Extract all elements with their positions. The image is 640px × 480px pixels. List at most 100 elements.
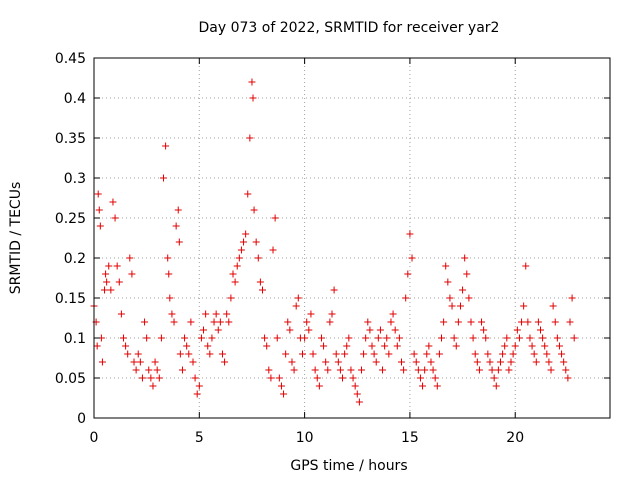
data-point <box>181 334 189 342</box>
data-point <box>136 358 144 366</box>
x-tick-label: 20 <box>506 430 524 446</box>
data-point <box>528 342 536 350</box>
data-point <box>271 214 279 222</box>
data-point <box>360 350 368 358</box>
x-tick-label: 0 <box>90 430 99 446</box>
data-point <box>387 318 395 326</box>
y-tick-label: 0 <box>77 411 86 427</box>
data-point <box>101 286 109 294</box>
data-point <box>103 278 111 286</box>
data-point <box>469 334 477 342</box>
data-point <box>183 342 191 350</box>
data-point <box>288 358 296 366</box>
data-point <box>349 374 357 382</box>
data-point <box>518 318 526 326</box>
data-point <box>395 334 403 342</box>
data-point <box>379 366 387 374</box>
data-point <box>149 382 157 390</box>
data-point <box>536 326 544 334</box>
data-point <box>456 302 464 310</box>
x-tick-label: 5 <box>195 430 204 446</box>
data-point <box>357 366 365 374</box>
y-tick-label: 0.1 <box>64 331 86 347</box>
data-point <box>111 214 119 222</box>
data-point <box>555 342 563 350</box>
data-point <box>322 358 330 366</box>
data-point <box>248 78 256 86</box>
data-point <box>174 206 182 214</box>
data-point <box>391 326 399 334</box>
data-point <box>568 294 576 302</box>
data-point <box>204 342 212 350</box>
data-point <box>242 230 250 238</box>
data-point <box>315 382 323 390</box>
data-point <box>143 334 151 342</box>
data-point <box>515 334 523 342</box>
data-point <box>499 350 507 358</box>
data-point <box>547 366 555 374</box>
data-point <box>98 358 106 366</box>
data-point <box>545 358 553 366</box>
data-point <box>471 350 479 358</box>
y-axis-ticks: 0 0.05 0.1 0.15 0.2 0.25 0.3 0.35 0.4 0.45 <box>55 51 610 427</box>
data-point <box>570 334 578 342</box>
data-point <box>263 342 271 350</box>
data-point <box>551 318 559 326</box>
data-point <box>249 94 257 102</box>
data-point <box>345 334 353 342</box>
data-point <box>235 254 243 262</box>
data-point <box>341 350 349 358</box>
data-point <box>218 350 226 358</box>
data-point <box>294 294 302 302</box>
data-point <box>494 366 502 374</box>
data-point <box>501 342 509 350</box>
data-point <box>176 350 184 358</box>
data-point <box>265 366 273 374</box>
data-point <box>221 358 229 366</box>
data-point <box>414 366 422 374</box>
data-point <box>381 342 389 350</box>
data-point <box>343 342 351 350</box>
data-point <box>166 294 174 302</box>
data-point <box>206 350 214 358</box>
data-point <box>442 262 450 270</box>
data-point <box>440 318 448 326</box>
data-point <box>505 366 513 374</box>
data-point <box>210 318 218 326</box>
y-tick-label: 0.15 <box>55 291 86 307</box>
data-point <box>128 270 136 278</box>
data-point <box>124 350 132 358</box>
data-point <box>339 374 347 382</box>
data-point <box>450 334 458 342</box>
data-point <box>115 278 123 286</box>
data-point <box>385 350 393 358</box>
data-point <box>227 294 235 302</box>
data-point <box>564 374 572 382</box>
data-point <box>366 326 374 334</box>
data-point <box>202 310 210 318</box>
data-point <box>448 302 456 310</box>
data-point <box>558 350 566 358</box>
data-point <box>141 318 149 326</box>
data-point <box>376 326 384 334</box>
x-tick-label: 10 <box>296 430 314 446</box>
data-point <box>164 254 172 262</box>
data-point <box>165 270 173 278</box>
data-point <box>223 310 231 318</box>
data-point <box>311 366 319 374</box>
data-point <box>503 334 511 342</box>
data-point <box>155 374 163 382</box>
data-point <box>416 374 424 382</box>
data-point <box>435 350 443 358</box>
data-point <box>490 374 498 382</box>
data-point <box>229 270 237 278</box>
data-point <box>332 350 340 358</box>
data-point <box>157 334 165 342</box>
data-point <box>162 142 170 150</box>
data-point <box>419 382 427 390</box>
data-point <box>507 358 515 366</box>
data-point <box>492 382 500 390</box>
data-point <box>193 390 201 398</box>
data-point <box>191 374 199 382</box>
data-point <box>286 326 294 334</box>
